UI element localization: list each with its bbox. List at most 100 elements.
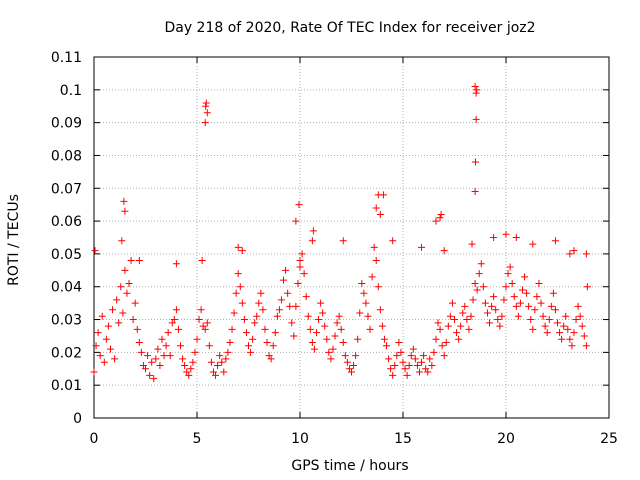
data-point <box>496 322 504 330</box>
data-point <box>444 322 452 330</box>
chart-title: Day 218 of 2020, Rate Of TEC Index for r… <box>164 20 535 36</box>
data-point <box>376 211 384 219</box>
data-point <box>230 309 238 317</box>
data-point <box>306 325 314 333</box>
data-point <box>490 293 498 301</box>
data-point <box>271 329 279 337</box>
data-point <box>341 352 349 360</box>
data-point <box>308 237 316 245</box>
data-point <box>469 296 477 304</box>
data-point <box>296 256 304 264</box>
data-point <box>490 234 498 241</box>
x-tick-label: 20 <box>497 431 515 447</box>
data-point <box>325 348 333 356</box>
data-point <box>479 283 487 291</box>
data-point <box>259 306 267 314</box>
data-point <box>376 306 384 314</box>
data-point <box>549 289 557 297</box>
data-point <box>255 299 263 307</box>
data-point <box>226 339 234 347</box>
data-point <box>109 306 117 314</box>
data-point <box>202 99 210 107</box>
data-point <box>453 329 461 337</box>
data-point <box>253 312 261 320</box>
data-point <box>158 335 166 343</box>
data-point <box>181 361 189 369</box>
data-point <box>156 361 164 369</box>
data-point <box>277 296 285 304</box>
data-point <box>568 342 576 350</box>
data-point <box>104 322 112 330</box>
data-point <box>218 358 226 366</box>
data-point <box>372 204 380 212</box>
data-point <box>514 312 522 320</box>
data-point <box>525 302 533 310</box>
data-point <box>220 368 228 376</box>
data-point <box>222 355 230 363</box>
data-point <box>582 250 590 258</box>
data-point <box>461 302 469 310</box>
data-point <box>415 368 423 376</box>
data-point <box>92 342 100 350</box>
data-point <box>562 312 570 320</box>
tick-layer: 0 0.01 0.02 0.03 0.04 0.05 0.06 0.07 0.08 0.09 0.1… <box>51 50 618 447</box>
data-point <box>247 348 255 356</box>
data-point <box>160 352 168 360</box>
data-point <box>329 345 337 353</box>
data-point <box>339 339 347 347</box>
data-point <box>323 335 331 343</box>
data-point <box>483 309 491 317</box>
data-point <box>187 365 195 373</box>
data-point <box>135 256 143 264</box>
y-tick-label: 0.05 <box>51 247 82 263</box>
data-point <box>360 289 368 297</box>
data-point <box>189 358 197 366</box>
data-point <box>321 322 329 330</box>
data-point <box>366 325 374 333</box>
data-point <box>280 276 288 284</box>
data-point <box>284 289 292 297</box>
data-point <box>170 316 178 324</box>
data-point <box>298 250 306 258</box>
data-point <box>339 237 347 245</box>
data-point <box>117 283 125 291</box>
data-point <box>296 263 304 271</box>
data-point <box>113 296 121 304</box>
data-point <box>121 266 129 274</box>
data-point <box>395 339 403 347</box>
data-point <box>201 325 209 333</box>
data-point <box>541 322 549 330</box>
data-point <box>331 332 339 340</box>
data-point <box>267 355 275 363</box>
y-axis-label: ROTI / TECUs <box>6 194 22 286</box>
data-point <box>405 361 413 369</box>
data-point <box>319 309 327 317</box>
data-point <box>566 250 574 258</box>
y-tick-label: 0.08 <box>51 148 82 164</box>
data-point <box>257 289 265 297</box>
y-tick-label: 0.04 <box>51 280 82 296</box>
data-point <box>512 234 520 241</box>
data-point <box>583 283 591 291</box>
data-point <box>135 339 143 347</box>
data-point <box>120 197 128 205</box>
data-point <box>216 352 224 360</box>
data-point <box>197 306 205 314</box>
data-point <box>472 158 480 166</box>
data-point <box>379 191 387 199</box>
data-point <box>348 368 355 376</box>
plot-frame <box>93 56 610 419</box>
data-point <box>512 302 520 310</box>
data-point <box>380 335 388 343</box>
data-point <box>446 312 454 320</box>
data-point <box>468 240 476 248</box>
data-point <box>570 247 578 255</box>
data-point <box>292 217 300 225</box>
data-point <box>309 227 317 235</box>
data-point <box>473 86 481 94</box>
data-points <box>90 83 591 383</box>
data-point <box>300 270 308 278</box>
data-point <box>442 339 450 347</box>
data-point <box>572 316 580 324</box>
data-point <box>383 342 391 350</box>
